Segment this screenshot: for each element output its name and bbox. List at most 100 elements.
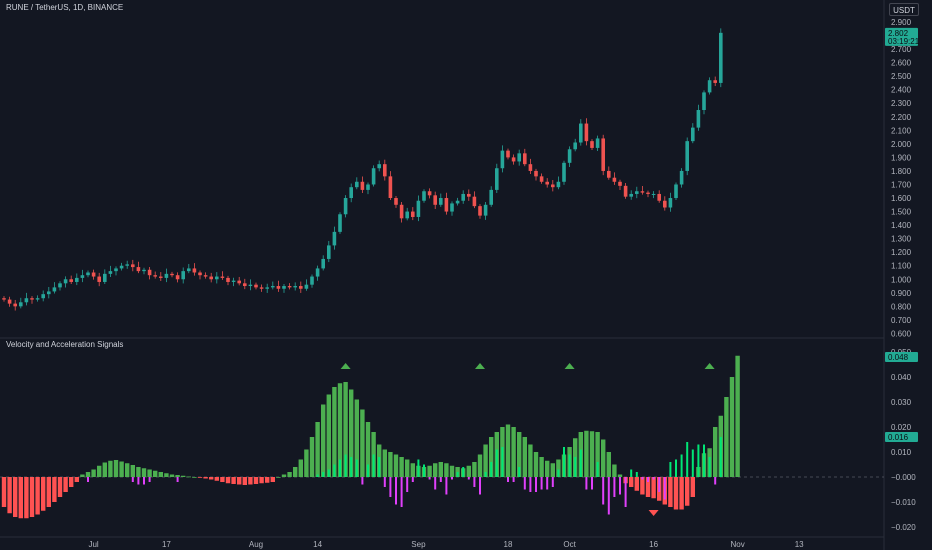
indicator-title: Velocity and Acceleration Signals <box>6 340 124 349</box>
price-tick-label: 1.200 <box>891 248 912 257</box>
currency-button[interactable]: USDT <box>889 3 919 16</box>
candle-body <box>327 245 331 259</box>
candle-body <box>254 284 258 288</box>
acceleration-bar <box>427 465 432 477</box>
velocity-bar <box>708 457 711 477</box>
candle-body <box>590 141 594 148</box>
osc-tick-label: 0.030 <box>891 398 912 407</box>
velocity-bar <box>131 477 134 482</box>
candle-body <box>528 164 533 171</box>
price-tick-label: 0.800 <box>891 302 912 311</box>
candle-body <box>489 189 493 205</box>
price-tick-label: 2.700 <box>891 45 912 54</box>
velocity-bar <box>411 477 414 482</box>
candle-body <box>506 150 510 158</box>
velocity-bar <box>333 464 336 477</box>
acceleration-bar <box>192 477 197 478</box>
acceleration-bar <box>52 477 57 502</box>
up-signal-icon <box>475 363 485 369</box>
candle-body <box>685 141 689 171</box>
signal-markers <box>340 363 715 516</box>
velocity-bar <box>451 477 453 480</box>
velocity-bar <box>439 477 442 482</box>
candle-body <box>483 204 488 216</box>
price-tick-label: 1.800 <box>891 167 912 176</box>
acceleration-bar <box>533 452 539 477</box>
candle-body <box>192 268 197 273</box>
velocity-bar <box>719 437 722 477</box>
acceleration-bar <box>629 477 634 487</box>
candle-body <box>383 164 387 177</box>
up-signal-icon <box>704 363 715 369</box>
candle-body <box>478 206 482 216</box>
price-tick-label: 1.500 <box>891 208 912 217</box>
velocity-bar <box>322 472 325 477</box>
chart-title: RUNE / TetherUS, 1D, BINANCE <box>6 3 124 12</box>
price-tick-label: 1.400 <box>891 221 912 230</box>
price-tick-label: 2.600 <box>891 59 912 68</box>
acceleration-bar <box>63 477 68 492</box>
velocity-bar <box>389 477 392 497</box>
osc-value-tag-text: 0.048 <box>888 353 909 362</box>
candle-body <box>534 170 538 177</box>
acceleration-bar <box>270 477 275 482</box>
velocity-bar <box>484 472 487 477</box>
time-tick-label: 18 <box>504 540 513 549</box>
velocity-bar <box>462 467 465 477</box>
acceleration-bar <box>242 477 247 485</box>
acceleration-bar <box>281 474 287 477</box>
acceleration-bar <box>349 389 354 477</box>
candle-body <box>271 286 275 288</box>
candle-body <box>52 287 57 292</box>
candle-body <box>304 284 309 289</box>
down-signal-icon <box>648 510 659 516</box>
candle-body <box>584 123 589 142</box>
time-axis[interactable]: Jul 17 Aug 14 Sep 18 Oct 16 Nov 13 <box>88 540 804 549</box>
acceleration-bar <box>326 394 331 477</box>
candle-body <box>299 286 303 289</box>
candle-body <box>433 195 437 205</box>
candle-body <box>635 191 639 194</box>
acceleration-bar <box>606 452 611 477</box>
velocity-bar <box>697 444 700 477</box>
acceleration-bar <box>7 477 12 514</box>
candle-body <box>80 275 85 278</box>
price-tick-label: 1.900 <box>891 153 912 162</box>
candle-body <box>411 211 415 217</box>
price-axis[interactable]: 0.600 0.700 0.800 0.900 1.000 1.100 1.200 1.300… <box>891 18 912 338</box>
acceleration-bar <box>556 459 561 477</box>
candle-body <box>612 177 617 182</box>
acceleration-bar <box>382 449 387 477</box>
acceleration-bar <box>343 382 348 477</box>
candle-body <box>338 214 342 232</box>
acceleration-bar <box>197 477 203 478</box>
acceleration-bar <box>74 477 79 482</box>
velocity-bar <box>568 454 571 477</box>
candle-body <box>237 280 241 284</box>
acceleration-bar <box>35 477 40 515</box>
candle-body <box>30 298 34 300</box>
velocity-bar <box>143 477 145 485</box>
velocity-bar <box>434 477 437 490</box>
velocity-bar <box>540 477 543 490</box>
candle-body <box>539 176 544 182</box>
candle-body <box>394 198 398 205</box>
candle-body <box>215 276 219 280</box>
velocity-bar <box>518 467 521 477</box>
candle-body <box>203 275 208 277</box>
velocity-bar <box>479 477 481 495</box>
candle-body <box>668 198 673 208</box>
acceleration-bar <box>528 444 533 477</box>
candle-body <box>321 258 325 269</box>
price-tick-label: 2.000 <box>891 140 912 149</box>
candle-body <box>103 273 107 282</box>
candle-body <box>567 149 572 163</box>
candle-body <box>97 276 101 282</box>
candle-body <box>450 203 454 212</box>
candle-body <box>153 275 157 277</box>
candle-body <box>405 211 409 219</box>
velocity-bar <box>658 477 661 492</box>
candle-body <box>248 284 253 287</box>
candle-body <box>607 170 611 178</box>
